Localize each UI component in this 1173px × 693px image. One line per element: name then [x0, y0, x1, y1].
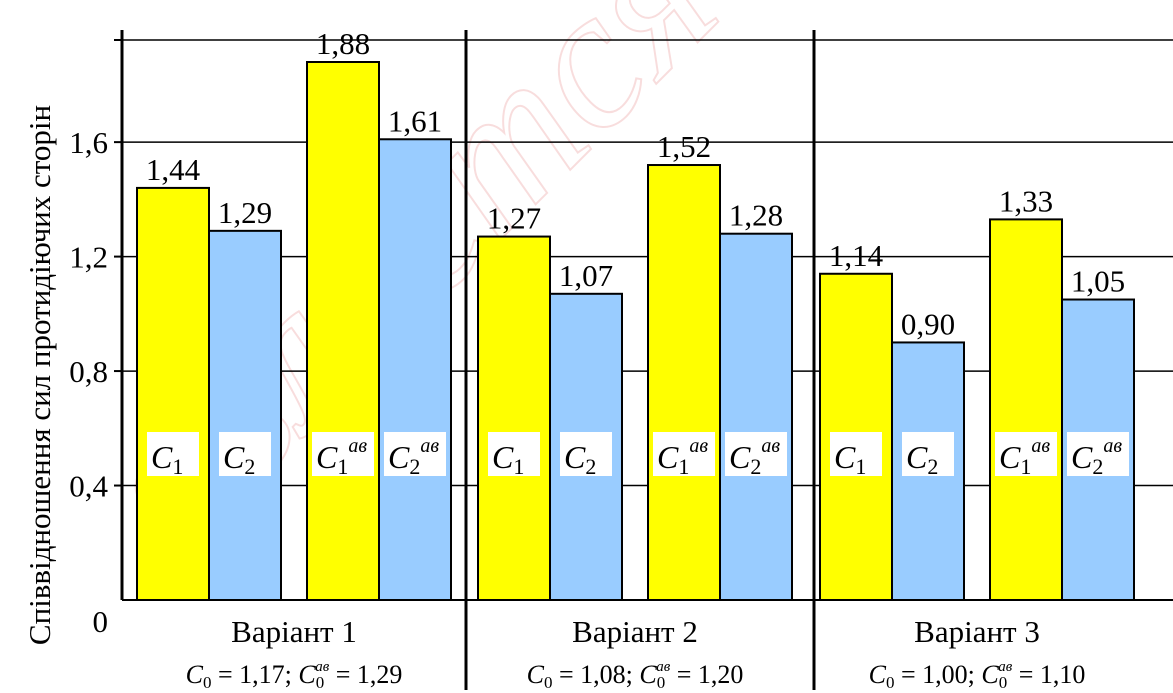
series-symbol: C1 — [834, 439, 866, 479]
group-formula: C0 = 1,17; C0ав = 1,29 — [186, 659, 403, 692]
value-label: 1,44 — [146, 152, 201, 187]
symbol-box — [902, 432, 954, 476]
series-symbol: C1ав — [999, 435, 1050, 479]
series-symbol: C1 — [492, 439, 524, 479]
group-label: Варіант 3 — [914, 614, 1040, 649]
bar-c2 — [208, 229, 282, 601]
value-label: 1,05 — [1071, 264, 1125, 299]
symbol-box — [830, 432, 882, 476]
y-tick-labels: 0 0,4 0,8 1,2 1,6 — [69, 125, 108, 639]
symbol-box — [1067, 432, 1129, 476]
symbol-box — [312, 432, 374, 476]
value-label: 1,28 — [729, 198, 783, 233]
value-label: 1,07 — [559, 258, 613, 293]
bar-c1ab — [989, 218, 1063, 601]
bar-c1 — [136, 186, 210, 601]
symbol-box — [147, 432, 199, 476]
value-label: 1,88 — [316, 26, 370, 61]
bar-c1 — [477, 235, 551, 601]
series-symbol: C2 — [906, 439, 938, 479]
y-tick-label: 1,2 — [69, 240, 108, 275]
symbol-box — [653, 432, 715, 476]
series-symbol: C1ав — [316, 435, 367, 479]
value-label: 1,14 — [829, 238, 884, 273]
series-symbol: C1ав — [657, 435, 708, 479]
value-label: 1,33 — [999, 183, 1053, 218]
value-label: 1,61 — [388, 103, 442, 138]
y-tick-label: 0 — [93, 604, 109, 639]
group-formula: C0 = 1,08; C0ав = 1,20 — [527, 659, 744, 692]
series-symbol: C2 — [564, 439, 596, 479]
y-axis-label: Співвідношення сил протидіючих сторін — [22, 105, 57, 645]
group-formula: C0 = 1,00; C0ав = 1,10 — [869, 659, 1086, 692]
group-label: Варіант 1 — [231, 614, 357, 649]
bars — [136, 61, 1135, 602]
symbol-box — [560, 432, 612, 476]
series-symbol: C2ав — [729, 435, 780, 479]
value-label: 0,90 — [901, 306, 955, 341]
value-label: 1,29 — [218, 195, 272, 230]
value-labels: 1,44 1,29 1,88 1,61 1,27 1,07 1,52 1,28 1,14 0,90… — [146, 26, 1125, 341]
y-tick-label: 0,4 — [69, 469, 108, 504]
series-symbols: C1 C2 C1ав C2ав C1 C2 C1ав C2ав C1 C2 C1ав C2ав — [147, 432, 1129, 479]
series-symbol: C2ав — [388, 435, 439, 479]
y-tick-label: 0,8 — [69, 354, 108, 389]
symbol-box — [725, 432, 787, 476]
group-label: Варіант 2 — [572, 614, 698, 649]
symbol-box — [488, 432, 540, 476]
series-symbol: C2ав — [1071, 435, 1122, 479]
bar-c2ab — [378, 138, 452, 601]
bar-c2ab — [719, 232, 793, 602]
group-labels: Варіант 1 C0 = 1,17; C0ав = 1,29 Варіант 2… — [186, 614, 1086, 692]
value-label: 1,52 — [657, 129, 711, 164]
symbol-box — [219, 432, 271, 476]
value-label: 1,27 — [487, 201, 541, 236]
series-symbol: C2 — [223, 439, 255, 479]
y-tick-label: 1,6 — [69, 125, 108, 160]
bar-c1ab — [306, 61, 380, 601]
symbol-box — [384, 432, 446, 476]
series-symbol: C1 — [151, 439, 183, 479]
bar-c1ab — [647, 164, 721, 601]
axes — [114, 30, 1173, 690]
symbol-box — [995, 432, 1057, 476]
